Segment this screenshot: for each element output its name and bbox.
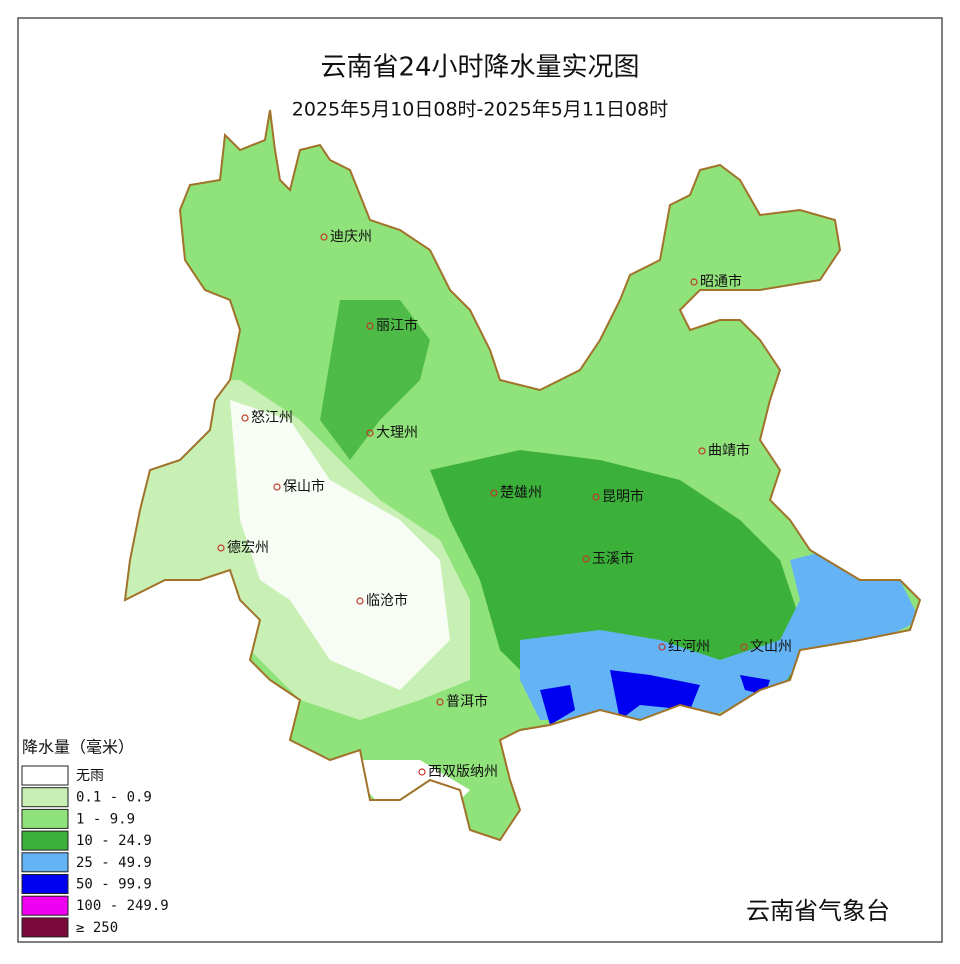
field-severe	[540, 670, 770, 725]
city-label: 怒江州	[251, 410, 293, 426]
legend-swatch	[21, 852, 69, 873]
city-marker	[366, 322, 374, 330]
city-label: 临沧市	[366, 592, 408, 609]
legend-label: 1 - 9.9	[76, 811, 135, 827]
city-marker	[273, 483, 281, 491]
field-heavy	[430, 450, 800, 700]
city-label: 文山州	[750, 639, 792, 655]
city-label: 普洱市	[446, 693, 488, 710]
city-marker	[740, 643, 748, 651]
city-label: 西双版纳州	[428, 764, 498, 780]
city-labels: 迪庆州 丽江市 昭通市 怒江州 大理州 曲靖市 保山市 楚雄州 昆明市 德宏州 …	[217, 229, 792, 780]
city-marker	[490, 489, 498, 497]
legend-title: 降水量（毫米）	[22, 738, 134, 757]
legend: 无雨 0.1 - 0.9 1 - 9.9 10 - 24.9 25 - 49.9 50 -…	[21, 765, 169, 938]
city-label: 楚雄州	[500, 485, 542, 501]
legend-label: 25 - 49.9	[76, 855, 152, 871]
city-marker	[366, 429, 374, 437]
city-marker	[418, 768, 426, 776]
legend-label: ≥ 250	[76, 920, 118, 936]
legend-swatch	[21, 787, 69, 808]
city-label: 玉溪市	[592, 550, 634, 567]
city-label: 保山市	[283, 478, 325, 495]
legend-swatch	[21, 765, 69, 786]
city-marker	[320, 233, 328, 241]
legend-label: 无雨	[76, 768, 104, 784]
city-marker	[698, 447, 706, 455]
city-marker	[592, 493, 600, 501]
city-label: 曲靖市	[708, 442, 750, 459]
city-label: 昆明市	[602, 488, 644, 505]
city-marker	[658, 643, 666, 651]
legend-label: 50 - 99.9	[76, 877, 152, 893]
city-label: 迪庆州	[330, 229, 372, 245]
city-marker	[217, 544, 225, 552]
city-label: 红河州	[668, 639, 710, 655]
city-marker	[436, 698, 444, 706]
legend-swatch	[21, 874, 69, 894]
city-marker	[241, 414, 249, 422]
legend-swatch	[21, 917, 69, 938]
field-heavy	[320, 300, 430, 460]
legend-label: 0.1 - 0.9	[76, 790, 152, 806]
city-label: 大理州	[376, 425, 418, 441]
map-subtitle: 2025年5月10日08时-2025年5月11日08时	[292, 99, 668, 121]
legend-label: 10 - 24.9	[76, 833, 152, 849]
legend-swatch	[21, 808, 69, 829]
city-label: 丽江市	[376, 317, 418, 334]
city-label: 德宏州	[227, 540, 269, 556]
map-title: 云南省24小时降水量实况图	[320, 53, 639, 83]
source: 云南省气象台	[746, 897, 890, 925]
legend-swatch	[21, 830, 69, 851]
field-dry	[230, 400, 450, 690]
city-marker	[690, 278, 698, 286]
legend-swatch	[21, 895, 69, 916]
city-marker	[356, 597, 364, 605]
legend-label: 100 - 249.9	[76, 898, 169, 914]
city-marker	[582, 555, 590, 563]
city-label: 昭通市	[700, 273, 742, 290]
